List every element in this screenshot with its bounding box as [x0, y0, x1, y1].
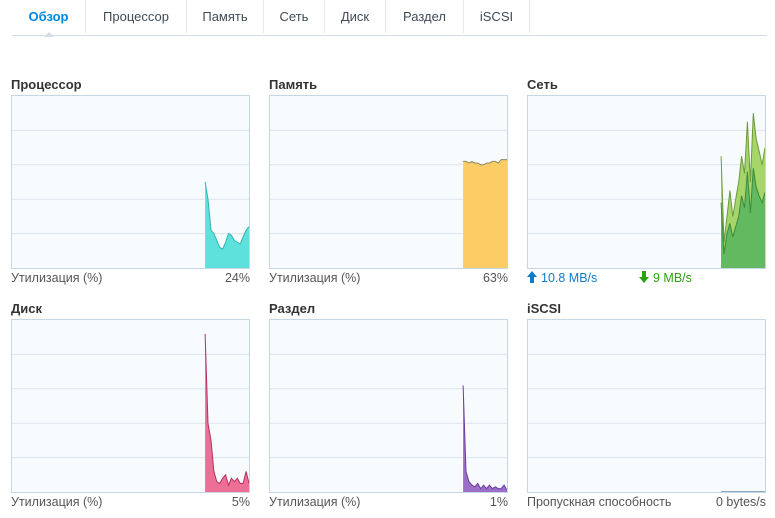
network-upload-rate: 10.8 MB/s	[527, 271, 597, 285]
memory-footer-label: Утилизация (%)	[269, 271, 361, 285]
tab-disk-label: Диск	[340, 9, 370, 24]
tab-memory[interactable]: Память	[187, 0, 264, 33]
tab-iscsi-label: iSCSI	[479, 9, 514, 24]
tab-iscsi[interactable]: iSCSI	[464, 0, 530, 33]
cpu-chart-svg	[12, 129, 249, 268]
iscsi-footer-label: Пропускная способность	[527, 495, 672, 509]
cpu-footer-value: 24%	[224, 271, 250, 285]
volume-panel-title: Раздел	[269, 301, 316, 316]
tab-volume-label: Раздел	[403, 9, 446, 24]
memory-panel-title: Память	[269, 77, 318, 92]
tab-volume[interactable]: Раздел	[386, 0, 464, 33]
volume-footer-label: Утилизация (%)	[269, 495, 361, 509]
volume-chart[interactable]	[269, 319, 508, 493]
memory-series-line	[463, 159, 507, 166]
network-panel-title: Сеть	[527, 77, 558, 92]
cpu-footer-label: Утилизация (%)	[11, 271, 103, 285]
cpu-panel-title: Процессор	[11, 77, 82, 92]
disk-series-line	[204, 333, 249, 487]
arrow-down-icon	[639, 271, 649, 283]
network-chart-svg	[528, 113, 765, 268]
disk-chart[interactable]	[11, 319, 250, 493]
iscsi-panel-title: iSCSI	[527, 301, 561, 316]
disk-footer-value: 5%	[231, 495, 250, 509]
network-upload-value: 10.8 MB/s	[541, 271, 598, 285]
cpu-chart[interactable]	[11, 95, 250, 269]
tab-overview-label: Обзор	[28, 9, 69, 24]
memory-chart-svg	[270, 129, 507, 268]
tab-memory-label: Память	[202, 9, 248, 24]
volume-series-line	[462, 385, 507, 491]
iscsi-chart[interactable]	[527, 319, 766, 493]
network-series-0-line	[720, 113, 765, 243]
volume-footer-value: 1%	[489, 495, 508, 509]
tab-disk[interactable]: Диск	[325, 0, 386, 33]
disk-series-area	[205, 333, 249, 492]
tab-cpu[interactable]: Процессор	[86, 0, 187, 33]
iscsi-footer-value: 0 bytes/s	[715, 495, 766, 509]
network-series-1-line	[720, 168, 765, 255]
disk-footer-label: Утилизация (%)	[11, 495, 103, 509]
network-download-value: 9 MB/s	[653, 271, 692, 285]
network-chart[interactable]	[527, 95, 766, 269]
cpu-series-area	[205, 182, 249, 268]
disk-panel-title: Диск	[11, 301, 42, 316]
memory-series-area	[463, 159, 507, 268]
tab-cpu-label: Процессор	[103, 9, 169, 24]
volume-series-area	[463, 385, 507, 492]
network-series-1-area	[721, 168, 765, 268]
tab-network[interactable]: Сеть	[264, 0, 325, 33]
network-download-rate: 9 MB/s	[639, 271, 692, 285]
disk-chart-svg	[12, 333, 249, 492]
tab-bar: Обзор Процессор Память Сеть Диск Раздел …	[12, 0, 767, 37]
volume-chart-svg	[270, 353, 507, 492]
memory-chart[interactable]	[269, 95, 508, 269]
memory-footer-value: 63%	[482, 271, 508, 285]
tab-overview[interactable]: Обзор	[12, 0, 86, 37]
arrow-up-icon	[527, 271, 537, 283]
cpu-series-line	[204, 181, 249, 250]
tab-network-label: Сеть	[279, 9, 309, 24]
iscsi-chart-svg	[528, 353, 765, 492]
